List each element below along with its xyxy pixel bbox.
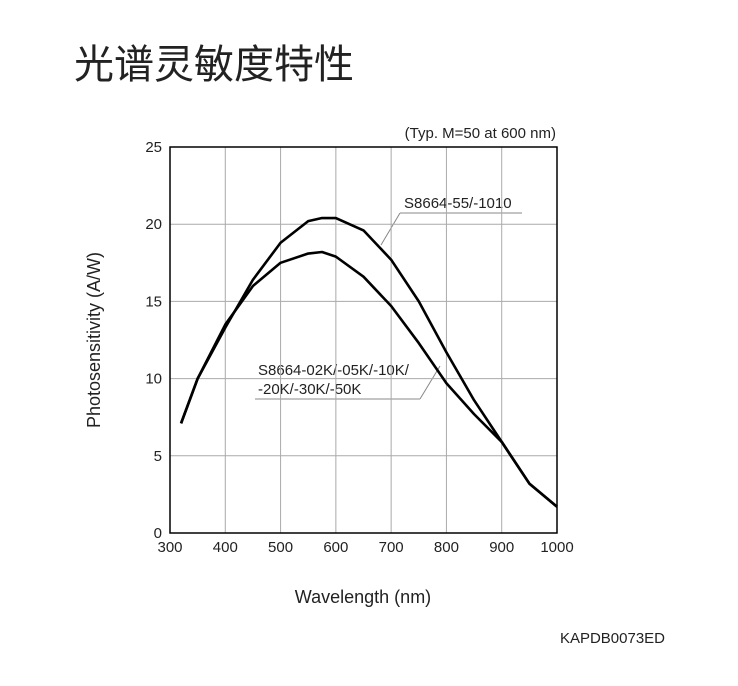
- subtitle: (Typ. M=50 at 600 nm): [405, 125, 556, 142]
- series-label: S8664-55/-1010: [404, 195, 512, 212]
- x-tick-label: 1000: [540, 539, 573, 556]
- footnote: KAPDB0073ED: [560, 630, 665, 647]
- series-line: [179, 250, 558, 508]
- x-tick-label: 600: [323, 539, 348, 556]
- plot-frame: [169, 146, 558, 534]
- y-tick-label: 15: [145, 293, 162, 310]
- y-tick-label: 0: [154, 525, 162, 542]
- series-label: S8664-02K/-05K/-10K/: [258, 362, 410, 379]
- x-tick-label: 900: [489, 539, 514, 556]
- y-tick-label: 25: [145, 139, 162, 156]
- y-tick-label: 10: [145, 371, 162, 388]
- x-tick-label: 700: [379, 539, 404, 556]
- x-tick-label: 300: [157, 539, 182, 556]
- x-tick-label: 400: [213, 539, 238, 556]
- leader-line: [380, 212, 401, 246]
- leader-line: [419, 365, 441, 400]
- y-axis-label: Photosensitivity (A/W): [84, 252, 104, 428]
- page-title: 光谱灵敏度特性: [74, 43, 354, 87]
- series-label: -20K/-30K/-50K: [258, 381, 361, 398]
- x-tick-label: 500: [268, 539, 293, 556]
- y-tick-label: 5: [154, 448, 162, 465]
- x-tick-label: 800: [434, 539, 459, 556]
- y-tick-label: 20: [145, 216, 162, 233]
- x-axis-label: Wavelength (nm): [295, 587, 431, 607]
